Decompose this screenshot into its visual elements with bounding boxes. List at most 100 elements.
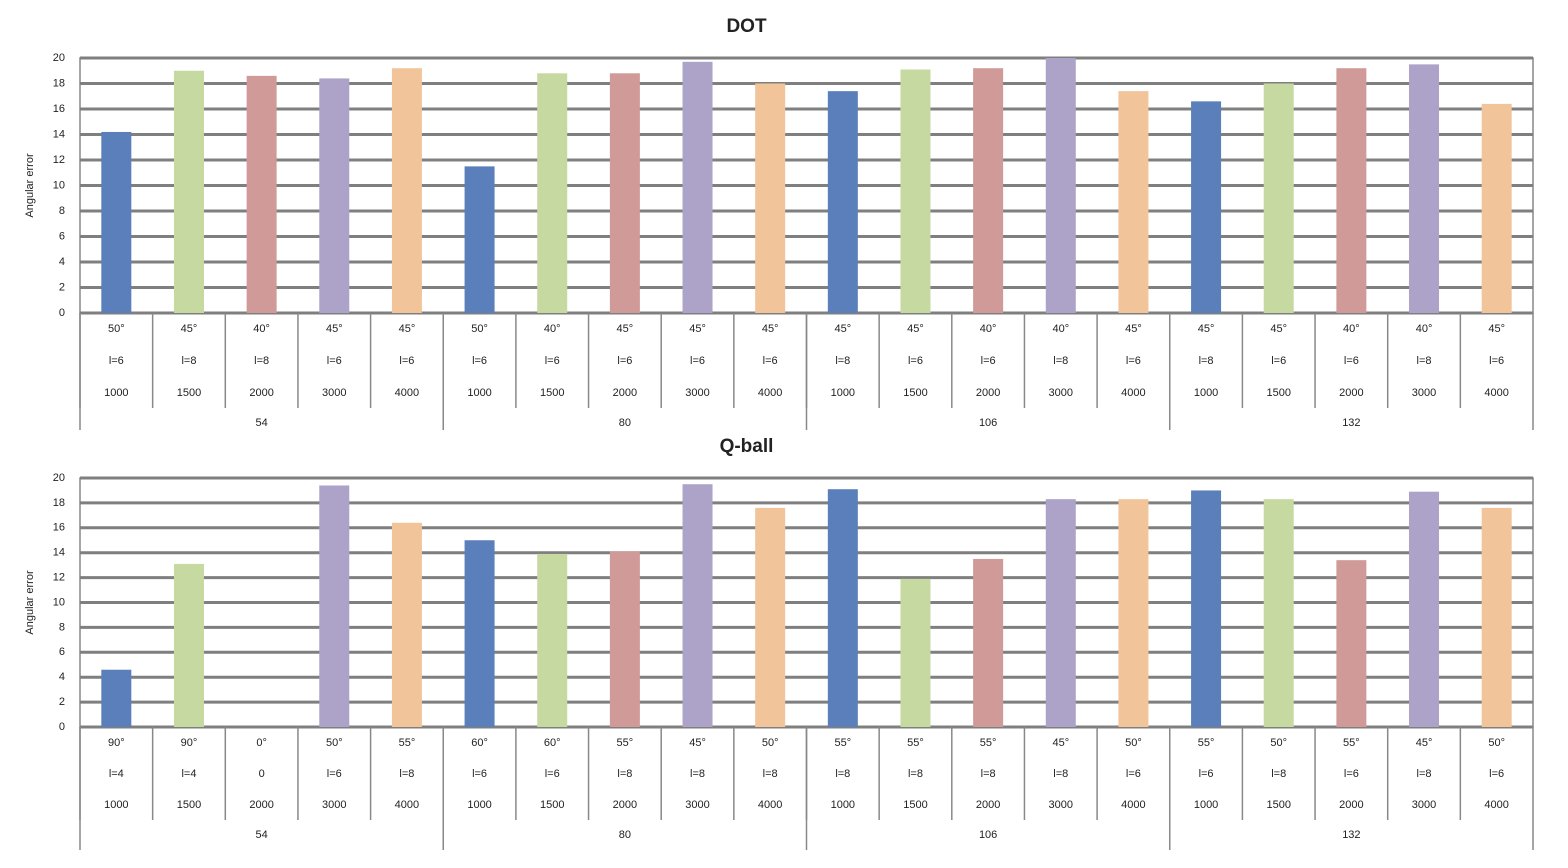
- bar: [1045, 58, 1076, 313]
- y-tick-label: 18: [53, 77, 65, 89]
- x-tick-label: 55°: [617, 737, 634, 749]
- bar: [755, 83, 786, 313]
- y-tick-label: 12: [53, 154, 65, 166]
- x-tick-label: 2000: [976, 799, 1000, 811]
- x-tick-label: 45°: [1488, 323, 1505, 335]
- x-tick-label: l=8: [1417, 768, 1432, 780]
- x-tick-label: 55°: [835, 737, 852, 749]
- x-tick-label: 3000: [1049, 387, 1073, 399]
- bar: [755, 507, 786, 727]
- bar: [101, 669, 132, 727]
- x-tick-label: 2000: [1339, 387, 1363, 399]
- x-tick-label: 60°: [471, 737, 488, 749]
- y-tick-label: 18: [53, 497, 65, 509]
- x-tick-label: l=8: [1199, 355, 1214, 367]
- x-tick-label: 40°: [1416, 323, 1433, 335]
- x-tick-label: 55°: [980, 737, 997, 749]
- x-tick-label: 3000: [685, 799, 709, 811]
- bar: [1118, 91, 1149, 314]
- group-label: 80: [619, 417, 631, 429]
- x-tick-label: 1500: [540, 387, 564, 399]
- bar: [682, 61, 713, 314]
- x-tick-label: 45°: [835, 323, 852, 335]
- bar: [101, 131, 132, 313]
- bar: [464, 166, 495, 313]
- x-tick-label: l=8: [835, 355, 850, 367]
- bar: [173, 70, 204, 313]
- x-tick-label: 45°: [762, 323, 779, 335]
- y-tick-label: 4: [59, 256, 65, 268]
- x-tick-label: 60°: [544, 737, 561, 749]
- x-tick-label: 1000: [831, 799, 855, 811]
- y-tick-label: 20: [53, 52, 65, 64]
- bar: [682, 484, 713, 727]
- x-tick-label: 1000: [467, 387, 491, 399]
- bar: [973, 558, 1004, 727]
- x-tick-label: l=6: [545, 355, 560, 367]
- bar: [1336, 68, 1367, 313]
- bar: [827, 91, 858, 314]
- x-tick-label: 50°: [1270, 737, 1287, 749]
- x-tick-label: 2000: [976, 387, 1000, 399]
- group-label: 80: [619, 829, 631, 841]
- x-tick-label: 90°: [108, 737, 125, 749]
- chart-title: Q-ball: [720, 436, 774, 457]
- bar: [609, 551, 640, 727]
- x-tick-label: 40°: [1052, 323, 1069, 335]
- x-tick-label: l=6: [1126, 355, 1141, 367]
- x-tick-label: l=6: [1489, 355, 1504, 367]
- bar: [827, 489, 858, 727]
- x-tick-label: 0: [259, 768, 265, 780]
- x-tick-label: 1000: [831, 387, 855, 399]
- group-label: 132: [1342, 829, 1360, 841]
- x-tick-label: l=6: [1344, 768, 1359, 780]
- bar: [1481, 507, 1512, 727]
- x-tick-label: 1500: [903, 387, 927, 399]
- bar: [246, 75, 277, 313]
- x-tick-label: 45°: [399, 323, 416, 335]
- x-tick-label: 4000: [395, 799, 419, 811]
- x-tick-label: 45°: [907, 323, 924, 335]
- x-tick-label: 1000: [467, 799, 491, 811]
- x-tick-label: l=6: [472, 355, 487, 367]
- x-tick-label: 45°: [689, 323, 706, 335]
- x-tick-label: 40°: [1343, 323, 1360, 335]
- group-label: 132: [1342, 417, 1360, 429]
- x-tick-label: 45°: [1125, 323, 1142, 335]
- bar: [391, 68, 422, 313]
- x-tick-label: 55°: [399, 737, 416, 749]
- x-tick-label: 55°: [907, 737, 924, 749]
- bar: [1409, 64, 1440, 313]
- x-tick-label: 40°: [253, 323, 270, 335]
- x-tick-label: l=6: [109, 355, 124, 367]
- x-tick-label: 45°: [689, 737, 706, 749]
- x-tick-label: 4000: [395, 387, 419, 399]
- x-tick-label: 3000: [322, 799, 346, 811]
- x-tick-label: l=8: [690, 768, 705, 780]
- x-tick-label: l=6: [472, 768, 487, 780]
- y-tick-label: 10: [53, 596, 65, 608]
- y-tick-label: 14: [53, 128, 65, 140]
- x-tick-label: 2000: [613, 387, 637, 399]
- x-tick-label: l=8: [1417, 355, 1432, 367]
- y-tick-label: 12: [53, 572, 65, 584]
- x-tick-label: 2000: [613, 799, 637, 811]
- x-tick-label: 1000: [1194, 799, 1218, 811]
- x-tick-label: 1500: [1266, 799, 1290, 811]
- bar: [1118, 499, 1149, 727]
- bar: [1481, 103, 1512, 314]
- bar: [537, 73, 568, 313]
- y-tick-label: 6: [59, 230, 65, 242]
- x-tick-label: l=8: [181, 355, 196, 367]
- bar: [391, 522, 422, 727]
- x-tick-label: l=6: [1199, 768, 1214, 780]
- x-tick-label: 0°: [256, 737, 267, 749]
- x-tick-label: 55°: [1198, 737, 1215, 749]
- x-tick-label: 55°: [1343, 737, 1360, 749]
- x-tick-label: l=6: [1271, 355, 1286, 367]
- x-tick-label: 50°: [1125, 737, 1142, 749]
- x-tick-label: l=8: [254, 355, 269, 367]
- y-axis-label: Angular error: [24, 153, 36, 218]
- chart-title: DOT: [726, 16, 767, 37]
